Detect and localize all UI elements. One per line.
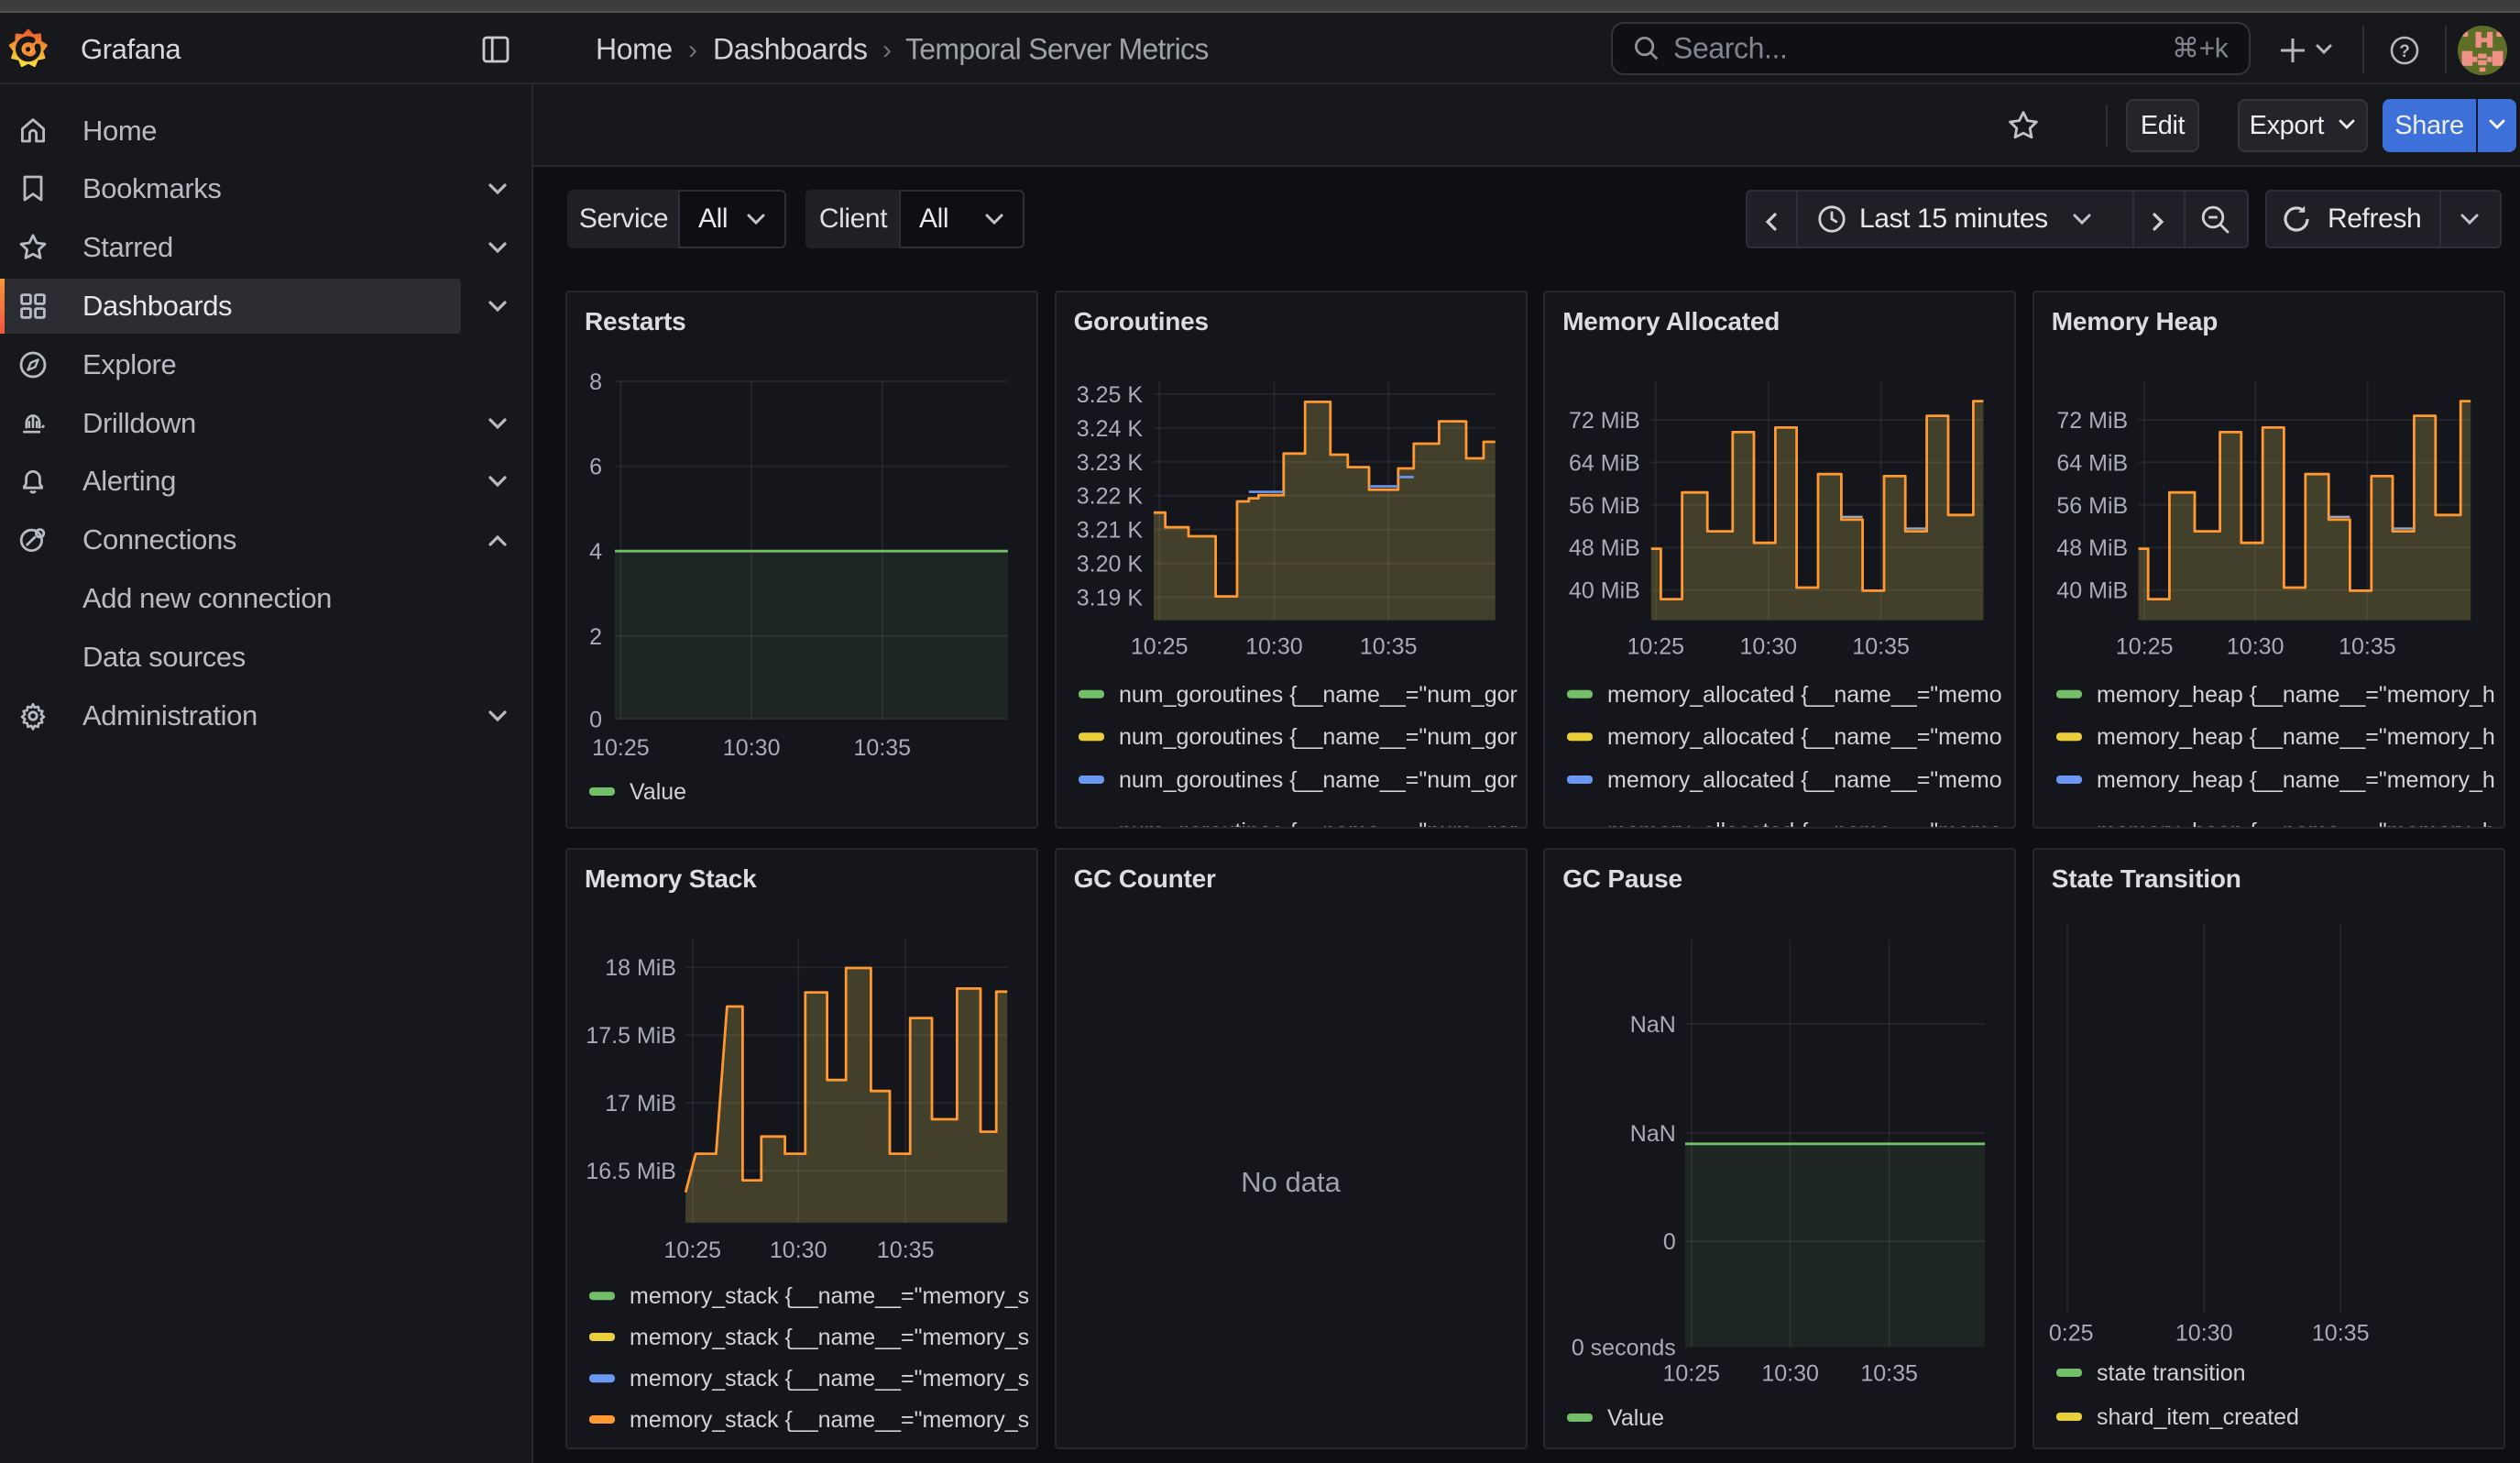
- svg-text:64 MiB: 64 MiB: [2056, 450, 2128, 476]
- svg-text:NaN: NaN: [1630, 1121, 1676, 1147]
- svg-text:3.21 K: 3.21 K: [1076, 518, 1143, 544]
- svg-text:memory_allocated {__name__="me: memory_allocated {__name__="memo: [1607, 724, 2002, 750]
- svg-text:Value: Value: [630, 779, 686, 805]
- svg-text:0:25: 0:25: [2049, 1320, 2094, 1346]
- svg-text:0: 0: [1663, 1229, 1676, 1255]
- svg-text:2: 2: [589, 624, 602, 650]
- svg-text:3.24 K: 3.24 K: [1076, 416, 1143, 442]
- svg-text:10:30: 10:30: [1245, 634, 1303, 660]
- svg-text:3.19 K: 3.19 K: [1076, 585, 1143, 610]
- svg-text:10:30: 10:30: [1740, 634, 1798, 660]
- svg-text:64 MiB: 64 MiB: [1569, 450, 1640, 476]
- svg-text:10:30: 10:30: [2227, 634, 2284, 660]
- svg-text:?: ?: [2399, 42, 2410, 61]
- svg-text:10:25: 10:25: [1663, 1360, 1721, 1386]
- svg-text:10:30: 10:30: [2175, 1320, 2233, 1346]
- svg-text:48 MiB: 48 MiB: [2056, 535, 2128, 561]
- svg-text:NaN: NaN: [1630, 1012, 1676, 1038]
- svg-text:memory_stack {__name__="memory: memory_stack {__name__="memory_s: [630, 1283, 1029, 1309]
- svg-text:num_goroutines {__name__="num_: num_goroutines {__name__="num_gor: [1119, 767, 1517, 793]
- svg-text:10:35: 10:35: [854, 735, 912, 761]
- svg-text:0: 0: [589, 707, 602, 732]
- svg-text:18 MiB: 18 MiB: [605, 955, 676, 981]
- svg-text:10:35: 10:35: [1861, 1360, 1919, 1386]
- svg-text:10:35: 10:35: [2312, 1320, 2370, 1346]
- svg-text:memory_heap {__name__="memory_: memory_heap {__name__="memory_h: [2097, 819, 2495, 829]
- svg-text:memory_stack {__name__="memory: memory_stack {__name__="memory_s: [630, 1366, 1029, 1392]
- svg-text:10:25: 10:25: [2116, 634, 2174, 660]
- svg-text:num_goroutines {__name__="num_: num_goroutines {__name__="num_gor: [1119, 819, 1517, 829]
- svg-text:56 MiB: 56 MiB: [1569, 493, 1640, 519]
- svg-text:memory_stack {__name__="memory: memory_stack {__name__="memory_s: [630, 1325, 1029, 1350]
- svg-text:10:25: 10:25: [1131, 634, 1189, 660]
- svg-text:72 MiB: 72 MiB: [2056, 408, 2128, 434]
- svg-text:10:30: 10:30: [723, 735, 781, 761]
- svg-text:3.25 K: 3.25 K: [1076, 382, 1143, 408]
- svg-text:56 MiB: 56 MiB: [2056, 493, 2128, 519]
- svg-text:10:30: 10:30: [1762, 1360, 1820, 1386]
- svg-text:memory_allocated {__name__="me: memory_allocated {__name__="memo: [1607, 767, 2002, 793]
- svg-text:3.20 K: 3.20 K: [1076, 552, 1143, 578]
- svg-text:num_goroutines {__name__="num_: num_goroutines {__name__="num_gor: [1119, 724, 1517, 750]
- svg-text:num_goroutines {__name__="num_: num_goroutines {__name__="num_gor: [1119, 682, 1517, 708]
- svg-text:0 seconds: 0 seconds: [1572, 1336, 1676, 1361]
- svg-text:40 MiB: 40 MiB: [2056, 578, 2128, 604]
- svg-text:3.22 K: 3.22 K: [1076, 484, 1143, 510]
- svg-text:17 MiB: 17 MiB: [605, 1091, 676, 1116]
- svg-text:6: 6: [589, 455, 602, 480]
- svg-text:memory_allocated {__name__="me: memory_allocated {__name__="memo: [1607, 819, 2002, 829]
- svg-text:Value: Value: [1607, 1405, 1664, 1431]
- svg-text:memory_heap {__name__="memory_: memory_heap {__name__="memory_h: [2097, 724, 2495, 750]
- svg-text:8: 8: [589, 369, 602, 395]
- svg-text:16.5 MiB: 16.5 MiB: [586, 1159, 676, 1184]
- svg-text:10:25: 10:25: [592, 735, 650, 761]
- svg-text:17.5 MiB: 17.5 MiB: [586, 1023, 676, 1049]
- svg-text:10:30: 10:30: [770, 1238, 827, 1263]
- svg-text:72 MiB: 72 MiB: [1569, 408, 1640, 434]
- svg-text:memory_allocated {__name__="me: memory_allocated {__name__="memo: [1607, 682, 2002, 708]
- svg-text:10:25: 10:25: [664, 1238, 722, 1263]
- svg-text:10:35: 10:35: [1360, 634, 1418, 660]
- svg-text:state transition: state transition: [2097, 1360, 2246, 1386]
- svg-text:10:35: 10:35: [2339, 634, 2396, 660]
- svg-text:memory_heap {__name__="memory_: memory_heap {__name__="memory_h: [2097, 767, 2495, 793]
- svg-text:10:35: 10:35: [877, 1238, 935, 1263]
- svg-text:40 MiB: 40 MiB: [1569, 578, 1640, 604]
- svg-text:memory_stack {__name__="memory: memory_stack {__name__="memory_s: [630, 1407, 1029, 1433]
- svg-text:memory_heap {__name__="memory_: memory_heap {__name__="memory_h: [2097, 682, 2495, 708]
- svg-text:4: 4: [589, 539, 602, 565]
- svg-text:48 MiB: 48 MiB: [1569, 535, 1640, 561]
- svg-text:10:25: 10:25: [1627, 634, 1685, 660]
- svg-text:shard_item_created: shard_item_created: [2097, 1404, 2299, 1430]
- svg-text:10:35: 10:35: [1853, 634, 1911, 660]
- svg-text:3.23 K: 3.23 K: [1076, 450, 1143, 476]
